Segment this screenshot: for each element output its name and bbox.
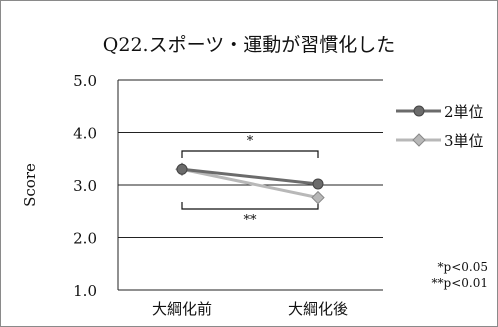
y-axis-label: Score [21, 163, 39, 207]
y-tick-label: 3.0 [73, 177, 97, 195]
significance-brackets: *** [181, 134, 319, 228]
data-point-2単位 [312, 178, 324, 190]
significance-annotation: * [247, 134, 254, 149]
series-layer [175, 162, 325, 205]
significance-notes: *p<0.05 **p<0.01 [432, 260, 488, 290]
data-point-3単位 [311, 190, 325, 205]
legend-label: 3単位 [444, 132, 484, 150]
y-tick-labels: 1.0 2.0 3.0 4.0 5.0 [73, 72, 97, 300]
p-value-note: **p<0.01 [432, 276, 488, 290]
series-line-3単位 [181, 167, 319, 200]
legend-marker [412, 133, 426, 147]
y-tick-label: 5.0 [73, 72, 97, 90]
significance-bracket-upper [181, 150, 319, 158]
significance-bracket-lower [181, 202, 319, 210]
data-point-2単位 [176, 163, 188, 175]
y-tick-label: 1.0 [73, 282, 97, 300]
legend-label: 2単位 [444, 103, 484, 121]
legend-marker [413, 105, 425, 117]
chart-title: Q22.スポーツ・運動が習慣化した [103, 34, 395, 56]
x-tick-label: 大綱化前 [152, 300, 212, 318]
y-tick-label: 4.0 [73, 125, 97, 143]
legend: 2単位 3単位 [396, 103, 484, 150]
x-tick-label: 大綱化後 [288, 300, 348, 318]
series-line-2単位 [181, 167, 319, 186]
p-value-note: *p<0.05 [438, 260, 488, 274]
x-tick-labels: 大綱化前 大綱化後 [152, 300, 348, 318]
y-tick-label: 2.0 [73, 230, 97, 248]
significance-annotation: ** [244, 213, 258, 228]
